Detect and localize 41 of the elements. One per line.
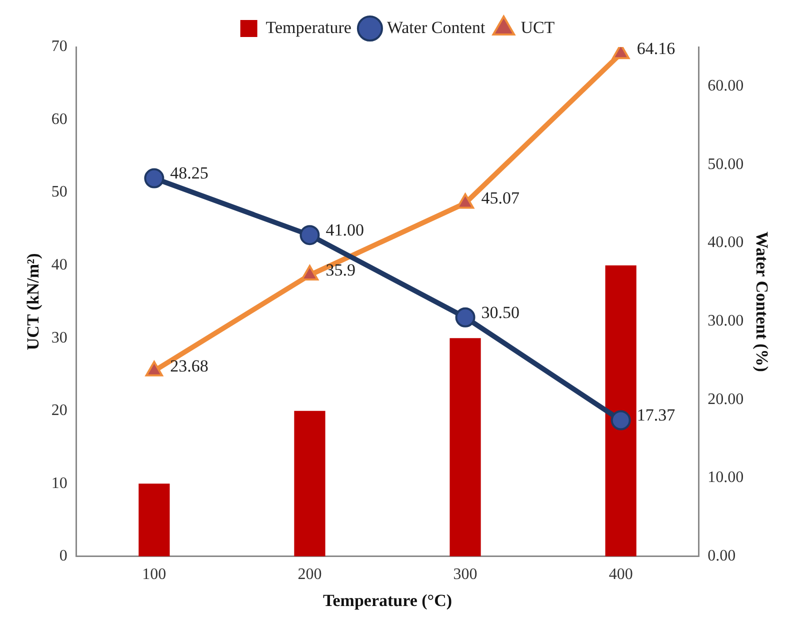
y-tick-label: 20: [51, 402, 68, 420]
data-label: 23.68: [170, 356, 208, 376]
x-axis-title: Temperature (°C): [322, 591, 452, 610]
data-label: 17.37: [636, 406, 676, 425]
y2-tick-label: 0.00: [708, 548, 736, 565]
y2-tick-label: 50.00: [708, 156, 744, 173]
bar: [605, 265, 636, 556]
bar: [450, 338, 481, 556]
x-tick-label: 400: [608, 566, 633, 584]
data-label: 48.25: [170, 164, 208, 183]
y2-axis-title: Water Content (%): [752, 232, 772, 372]
legend-label: Temperature: [266, 18, 352, 37]
y2-tick-label: 30.00: [708, 312, 744, 330]
bar: [294, 410, 326, 556]
y-tick-label: 50: [51, 184, 68, 201]
data-label: 41.00: [326, 220, 364, 240]
bar: [138, 484, 170, 556]
data-label: 64.16: [636, 39, 676, 58]
y-tick-label: 30: [51, 329, 68, 346]
point: [144, 168, 164, 188]
point: [455, 307, 476, 328]
x-tick-label: 100: [142, 566, 166, 584]
data-label: 30.50: [481, 302, 520, 322]
legend-label: Water Content: [386, 18, 486, 37]
y-tick-label: 10: [51, 474, 68, 492]
y2-tick-label: 60.00: [708, 77, 744, 94]
y-tick-label: 40: [51, 256, 68, 274]
data-label: 45.07: [481, 188, 520, 208]
y2-tick-label: 40.00: [708, 234, 744, 252]
y2-tick-label: 10.00: [708, 469, 744, 486]
y-tick-label: 0: [59, 548, 68, 565]
y2-tick-label: 20.00: [708, 390, 744, 408]
x-tick-label: 200: [298, 566, 322, 584]
y-tick-label: 70: [51, 38, 68, 56]
y-axis-title: UCT (kN/m²): [24, 253, 43, 350]
legend-label: UCT: [520, 18, 556, 37]
point: [300, 225, 320, 246]
x-tick-label: 300: [453, 566, 478, 584]
point: [610, 410, 631, 430]
data-label: 35.9: [326, 260, 356, 280]
y-tick-label: 60: [51, 110, 68, 128]
